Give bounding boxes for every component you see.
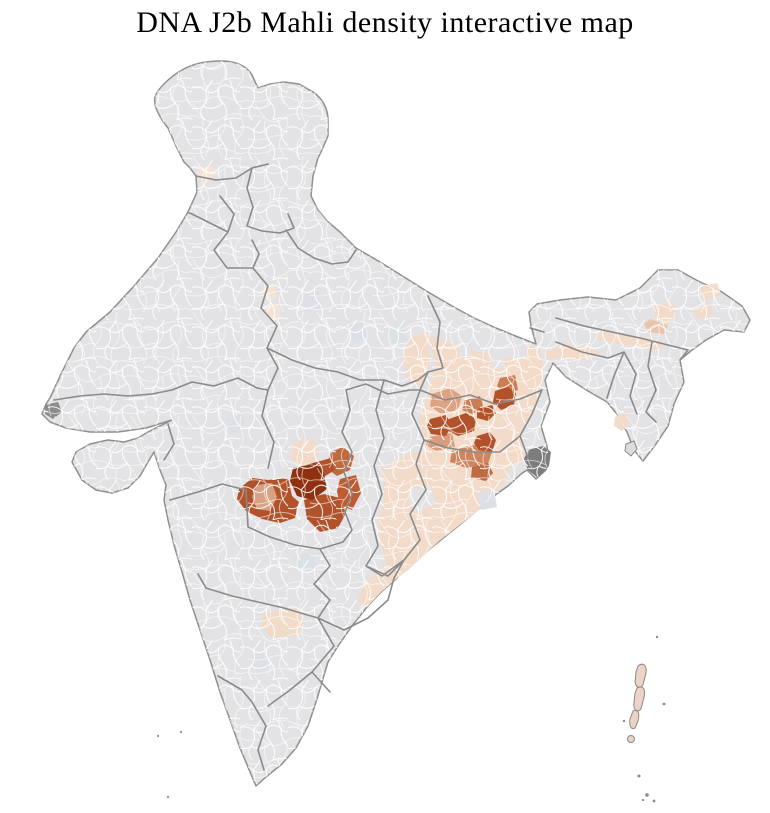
nicobar-dot-3 [652,799,656,803]
nicobar-dot-4 [641,798,645,802]
island-dot-3 [622,719,626,723]
district-mesh-overlay-2 [42,61,750,786]
island-dot-2 [662,702,666,706]
andaman-island-north[interactable] [634,663,647,688]
state-borders [53,163,689,771]
page-title: DNA J2b Mahli density interactive map [136,6,634,39]
lakshadweep-dot-1 [156,734,160,738]
nicobar-dot-2 [645,793,649,797]
lakshadweep-dot-2 [179,730,183,734]
lakshadweep-dot-3 [166,795,170,799]
andaman-island-south[interactable] [629,710,640,729]
bengal-islet[interactable] [624,440,638,457]
andaman-island-middle[interactable] [633,686,646,712]
island-dot-1 [655,635,659,639]
little-andaman-island[interactable] [627,735,635,743]
nicobar-dot-1 [637,774,641,778]
